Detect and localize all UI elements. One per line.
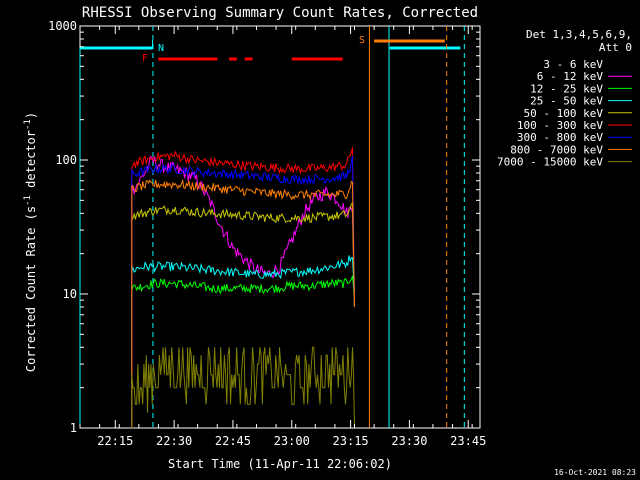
y-axis-label: Corrected Count Rate (s-1 detector-1) [23,112,38,372]
y-axis-label-part3: ) [24,112,38,119]
series-line-1 [131,155,355,428]
x-tick-label-5: 23:30 [391,434,427,448]
chart-title: RHESSI Observing Summary Count Rates, Co… [82,5,478,21]
axes: 22:15 22:30 22:45 23:00 23:15 23:30 23:45 1 10 10… [48,19,486,448]
annotation-f: F [142,53,148,64]
legend-title-line2: Att 0 [599,41,632,54]
series-lines [131,138,355,429]
plot-frame [79,25,481,429]
x-tick-label-1: 22:30 [156,434,192,448]
legend-title-line1: Det 1,3,4,5,6,9, [526,28,632,41]
legend-label-0: 3 - 6 keV [543,58,603,71]
legend-label-8: 7000 - 15000 keV [497,156,603,169]
y-tick-label-3: 1000 [48,19,77,33]
series-line-7 [131,178,355,428]
annotation-s: S [359,35,365,46]
series-line-8 [131,346,355,429]
x-tick-label-6: 23:45 [450,434,486,448]
x-tick-label-4: 23:15 [333,434,369,448]
series-line-6 [131,155,355,428]
series-line-4 [131,203,355,428]
plot-border [79,25,481,429]
legend-label-4: 50 - 100 keV [524,107,604,120]
night-bars [79,40,461,428]
timestamp: 16-Oct-2021 08:23 [554,468,636,477]
y-tick-label-1: 10 [63,287,77,301]
annotation-n: N [158,43,164,54]
y-tick-label-2: 100 [55,153,77,167]
y-axis-label-sup2: -1 [23,119,33,130]
legend-label-2: 12 - 25 keV [530,82,603,95]
y-axis-label-sup1: -1 [23,195,33,206]
series-line-3 [131,255,355,428]
series-line-2 [131,275,355,428]
legend-label-5: 100 - 300 keV [517,119,603,132]
legend-label-7: 800 - 7000 keV [510,143,603,156]
legend-label-6: 300 - 800 keV [517,131,603,144]
event-lines [152,26,465,428]
y-axis-label-part1: Corrected Count Rate (s [24,206,38,372]
x-axis-label: Start Time (11-Apr-11 22:06:02) [168,457,392,471]
x-tick-label-3: 23:00 [274,434,310,448]
x-tick-label-0: 22:15 [97,434,133,448]
legend-label-3: 25 - 50 keV [530,95,603,108]
y-axis-label-part2: detector [24,130,38,195]
y-tick-label-0: 1 [70,421,77,435]
series-line-5 [131,147,355,428]
series-line-0 [131,138,355,428]
legend-label-1: 6 - 12 keV [537,70,604,83]
x-tick-label-2: 22:45 [215,434,251,448]
